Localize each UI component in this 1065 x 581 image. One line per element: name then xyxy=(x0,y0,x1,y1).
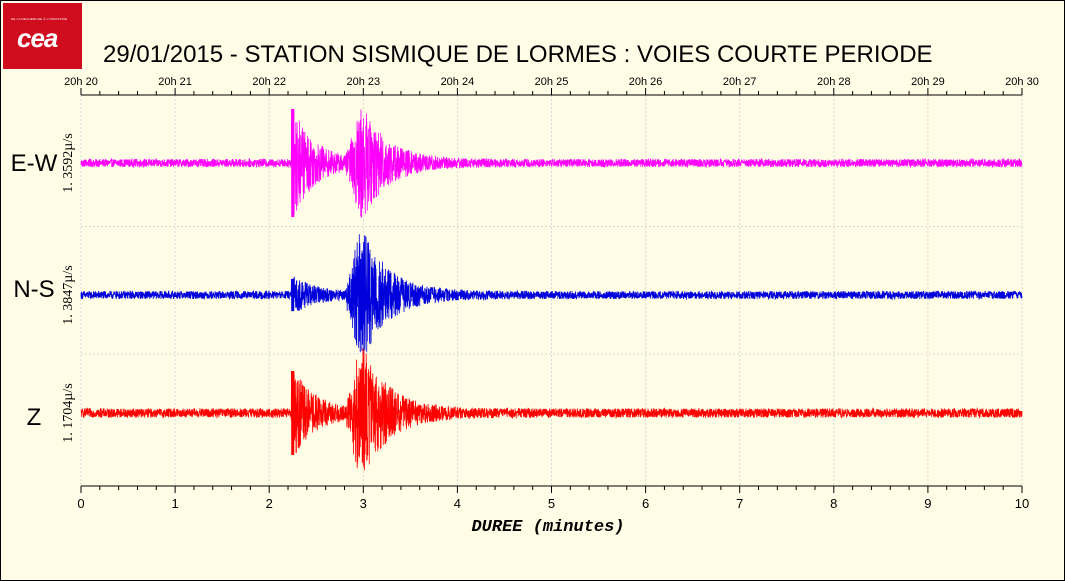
channel-name-label: N-S xyxy=(13,276,54,303)
top-tick-label: 20h 23 xyxy=(346,76,380,88)
x-tick-label: 2 xyxy=(266,496,273,511)
traces xyxy=(80,108,1023,471)
top-tick-label: 20h 21 xyxy=(158,76,192,88)
x-axis-label: DUREE (minutes) xyxy=(471,518,624,537)
scale-label: 1. 1704µ/s xyxy=(61,383,76,442)
channel-name-label: Z xyxy=(27,404,42,431)
top-tick-label: 20h 20 xyxy=(64,76,98,88)
cea-logo: DE LA RECHERCHE À L'INDUSTRIE cea xyxy=(3,3,82,69)
top-tick-label: 20h 24 xyxy=(441,76,475,88)
grid-lines xyxy=(80,95,1023,486)
top-tick-label: 20h 28 xyxy=(817,76,851,88)
axes: 20h 20 20h 21 20h 22 20h 23 20h 24 20h 25 20h … xyxy=(64,76,1039,511)
x-tick-label: 0 xyxy=(77,496,84,511)
x-tick-label: 4 xyxy=(454,496,461,511)
x-tick-label: 10 xyxy=(1015,496,1029,511)
logo-text: cea xyxy=(17,23,58,53)
channel-labels: E-W 1. 3592µ/s N-S 1. 3847µ/s Z 1. 1704µ/s xyxy=(11,133,76,442)
x-tick-label: 5 xyxy=(548,496,555,511)
top-tick-label: 20h 22 xyxy=(252,76,286,88)
top-tick-label: 20h 27 xyxy=(723,76,757,88)
x-tick-label: 8 xyxy=(830,496,837,511)
x-tick-label: 3 xyxy=(360,496,367,511)
chart-title: 29/01/2015 - STATION SISMIQUE DE LORMES … xyxy=(103,41,933,68)
scale-label: 1. 3592µ/s xyxy=(61,133,76,192)
x-tick-label: 7 xyxy=(736,496,743,511)
scale-label: 1. 3847µ/s xyxy=(61,265,76,324)
trace-ns xyxy=(80,234,1023,355)
top-tick-label: 20h 25 xyxy=(535,76,569,88)
x-tick-label: 9 xyxy=(924,496,931,511)
logo-subtext: DE LA RECHERCHE À L'INDUSTRIE xyxy=(11,17,68,21)
channel-name-label: E-W xyxy=(11,150,58,177)
top-tick-label: 20h 29 xyxy=(911,76,945,88)
top-tick-label: 20h 26 xyxy=(629,76,663,88)
top-tick-label: 20h 30 xyxy=(1005,76,1039,88)
trace-ew xyxy=(80,108,1023,218)
x-tick-label: 6 xyxy=(642,496,649,511)
x-tick-label: 1 xyxy=(171,496,178,511)
trace-z xyxy=(80,348,1023,471)
